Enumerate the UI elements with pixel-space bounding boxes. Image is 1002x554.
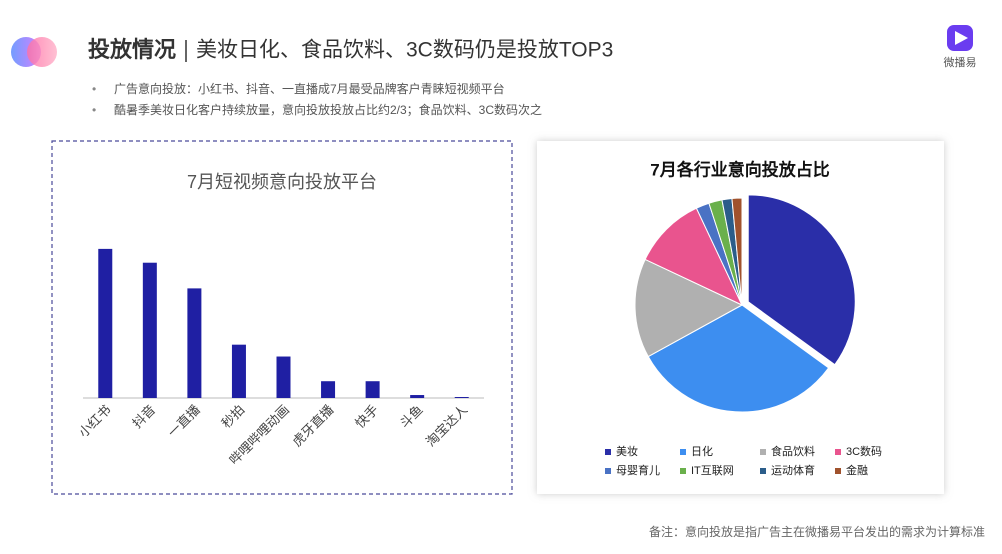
legend-swatch xyxy=(835,468,841,474)
bullet-dot: • xyxy=(92,103,96,117)
legend-label: IT互联网 xyxy=(691,464,734,477)
pie-slice xyxy=(647,304,830,413)
pie-title: 7月各行业意向投放占比 xyxy=(650,159,829,179)
pie-slice xyxy=(644,207,744,307)
bar xyxy=(142,262,157,398)
legend-swatch xyxy=(760,468,766,474)
legend-swatch xyxy=(835,449,841,455)
x-tick-label: 一直播 xyxy=(165,402,203,440)
logo-circle xyxy=(27,37,57,67)
pie-slice xyxy=(747,194,856,366)
legend-swatch xyxy=(680,449,686,455)
bar xyxy=(321,381,336,398)
footnote: 备注：意向投放是指广告主在微播易平台发出的需求为计算标准 xyxy=(649,524,985,539)
x-tick-label: 斗鱼 xyxy=(397,402,426,431)
bar xyxy=(276,356,291,398)
brand-name: 微播易 xyxy=(944,55,977,69)
bar xyxy=(98,248,113,398)
bullet-dot: • xyxy=(92,82,96,96)
pie-slice xyxy=(731,197,743,306)
bar xyxy=(365,381,380,398)
legend-label: 母婴育儿 xyxy=(616,463,660,477)
x-tick-label: 快手 xyxy=(352,402,381,431)
bar-panel xyxy=(51,140,513,495)
bullet: 酷暑季美妆日化客户持续放量，意向投放投放占比约2/3；食品饮料、3C数码次之 xyxy=(114,102,542,117)
bar xyxy=(454,397,469,398)
bullet: 广告意向投放：小红书、抖音、一直播成7月最受品牌客户青睐短视频平台 xyxy=(114,81,505,96)
legend-label: 美妆 xyxy=(616,445,638,458)
legend-swatch xyxy=(760,449,766,455)
pie-slice xyxy=(634,258,744,358)
bar-title: 7月短视频意向投放平台 xyxy=(187,172,377,192)
bar xyxy=(231,344,246,398)
legend-label: 食品饮料 xyxy=(771,444,815,458)
x-tick-label: 秒拍 xyxy=(218,402,247,431)
x-tick-label: 抖音 xyxy=(129,402,158,431)
legend-swatch xyxy=(605,449,611,455)
legend-label: 金融 xyxy=(846,463,868,477)
x-tick-label: 淘宝达人 xyxy=(423,402,470,449)
x-tick-label: 小红书 xyxy=(76,402,114,440)
legend-label: 日化 xyxy=(691,444,713,458)
subtitle: 美妆日化、食品饮料、3C数码仍是投放TOP3 xyxy=(196,39,613,62)
x-tick-label: 虎牙直播 xyxy=(289,402,336,449)
bar xyxy=(187,288,202,398)
title: 投放情况 xyxy=(88,37,176,62)
legend-swatch xyxy=(680,468,686,474)
brand-icon-play xyxy=(955,31,968,45)
bar xyxy=(410,395,425,398)
legend-label: 3C数码 xyxy=(846,445,882,458)
legend-swatch xyxy=(605,468,611,474)
legend-label: 运动体育 xyxy=(771,463,815,477)
